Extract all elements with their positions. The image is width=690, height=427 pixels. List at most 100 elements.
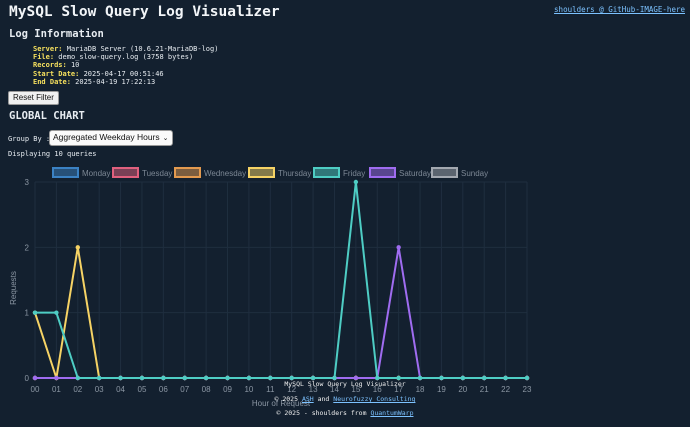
y-tick-label: 3 bbox=[25, 178, 30, 187]
x-tick-label: 01 bbox=[52, 385, 61, 394]
data-point bbox=[289, 375, 294, 381]
x-tick-label: 00 bbox=[31, 385, 40, 394]
info-label: End Date: bbox=[33, 77, 71, 86]
data-point bbox=[268, 375, 273, 381]
x-tick-label: 16 bbox=[373, 385, 382, 394]
footer-credits: © 2025 ASH and Neurofuzzy Consulting bbox=[0, 395, 690, 403]
x-tick-label: 14 bbox=[330, 385, 339, 394]
x-tick-label: 13 bbox=[309, 385, 318, 394]
legend-swatch bbox=[431, 167, 458, 178]
x-tick-label: 08 bbox=[202, 385, 211, 394]
data-point bbox=[396, 245, 401, 250]
data-point bbox=[32, 375, 38, 381]
x-tick-label: 17 bbox=[394, 385, 403, 394]
legend-swatch bbox=[369, 167, 396, 178]
legend-item-tuesday[interactable]: Tuesday bbox=[112, 167, 172, 178]
footer-and: and bbox=[317, 395, 330, 403]
chart-legend[interactable]: Monday Tuesday Wednesday Thursday Friday Satu… bbox=[52, 167, 488, 178]
legend-label: Friday bbox=[343, 169, 365, 178]
legend-item-thursday[interactable]: Thursday bbox=[248, 167, 311, 178]
data-point bbox=[524, 375, 530, 381]
series-line-friday bbox=[35, 181, 527, 379]
legend-item-saturday[interactable]: Saturday bbox=[369, 167, 431, 178]
data-point bbox=[54, 375, 59, 381]
info-value: 2025-04-17 00:51:46 bbox=[83, 69, 164, 78]
x-tick-label: 19 bbox=[437, 385, 446, 394]
data-point bbox=[246, 375, 252, 381]
global-chart-heading: GLOBAL CHART bbox=[9, 110, 85, 122]
data-point bbox=[332, 375, 337, 381]
data-point bbox=[396, 375, 401, 381]
info-label: Start Date: bbox=[33, 69, 80, 78]
y-axis-label: Requests bbox=[9, 271, 18, 305]
x-axis-label: Hour of Request bbox=[252, 399, 311, 408]
data-point bbox=[375, 375, 380, 381]
legend-swatch bbox=[112, 167, 139, 178]
legend-item-friday[interactable]: Friday bbox=[313, 167, 365, 178]
legend-swatch bbox=[313, 167, 340, 178]
info-row-end-date: End Date: 2025-04-19 17:22:13 bbox=[33, 78, 155, 86]
legend-item-monday[interactable]: Monday bbox=[52, 167, 110, 178]
info-label: Records: bbox=[33, 61, 67, 70]
data-point bbox=[96, 375, 102, 381]
reset-filter-button[interactable]: Reset Filter bbox=[8, 91, 59, 105]
github-link[interactable]: shoulders @ GitHub-IMAGE-here bbox=[554, 5, 685, 14]
data-point bbox=[439, 375, 444, 381]
neurofuzzy-link[interactable]: Neurofuzzy Consulting bbox=[333, 395, 416, 403]
data-point bbox=[75, 245, 80, 250]
hourly-requests-chart: 00 01 02 03 04 05 06 07 08 09 10 11 12 13 14 15 16 17 18 19… bbox=[9, 167, 532, 408]
data-point bbox=[161, 375, 166, 381]
data-point bbox=[225, 375, 230, 381]
chart-grid bbox=[34, 181, 528, 379]
legend-label: Thursday bbox=[278, 169, 311, 178]
chevron-down-icon: ⌄ bbox=[162, 135, 169, 142]
data-point bbox=[310, 375, 316, 381]
group-by-selected-value: Aggregated Weekday Hours bbox=[53, 132, 160, 142]
app-title: MySQL Slow Query Log Visualizer bbox=[9, 4, 280, 20]
data-point bbox=[32, 310, 38, 315]
x-tick-label: 23 bbox=[523, 385, 532, 394]
data-point bbox=[482, 375, 487, 381]
ash-link[interactable]: ASH bbox=[301, 395, 314, 403]
info-row-start-date: Start Date: 2025-04-17 00:51:46 bbox=[33, 70, 164, 78]
info-label: File: bbox=[33, 53, 55, 62]
x-tick-label: 20 bbox=[458, 385, 467, 394]
group-by-select[interactable]: Aggregated Weekday Hours ⌄ bbox=[49, 130, 173, 146]
x-tick-label: 07 bbox=[180, 385, 189, 394]
x-tick-label: 10 bbox=[244, 385, 253, 394]
data-point bbox=[54, 310, 59, 315]
info-row-server: Server: MariaDB Server (10.6.21-MariaDB-… bbox=[33, 45, 218, 53]
legend-label: Saturday bbox=[399, 169, 431, 178]
info-row-file: File: demo_slow-query.log (3758 bytes) bbox=[33, 53, 193, 61]
x-tick-label: 15 bbox=[351, 385, 360, 394]
legend-item-sunday[interactable]: Sunday bbox=[431, 167, 488, 178]
info-value: MariaDB Server (10.6.21-MariaDB-log) bbox=[66, 45, 219, 53]
x-tick-label: 12 bbox=[287, 385, 296, 394]
y-tick-label: 1 bbox=[25, 309, 30, 318]
info-value: 10 bbox=[70, 61, 80, 70]
data-point bbox=[417, 375, 423, 381]
x-tick-label: 06 bbox=[159, 385, 168, 394]
query-count-text: Displaying 10 queries bbox=[8, 150, 97, 158]
legend-swatch bbox=[174, 167, 201, 178]
y-tick-label: 2 bbox=[25, 243, 30, 252]
x-tick-label: 18 bbox=[416, 385, 425, 394]
legend-label: Sunday bbox=[461, 169, 488, 178]
legend-swatch bbox=[248, 167, 275, 178]
data-point bbox=[118, 375, 123, 381]
x-tick-label: 03 bbox=[95, 385, 104, 394]
data-point bbox=[503, 375, 508, 381]
log-info-heading: Log Information bbox=[9, 28, 104, 40]
legend-item-wednesday[interactable]: Wednesday bbox=[174, 167, 246, 178]
y-tick-label: 0 bbox=[25, 374, 30, 383]
info-value: demo_slow-query.log (3758 bytes) bbox=[58, 53, 194, 62]
x-tick-label: 04 bbox=[116, 385, 125, 394]
x-tick-label: 11 bbox=[266, 385, 275, 394]
data-point bbox=[75, 375, 80, 381]
legend-label: Monday bbox=[82, 169, 110, 178]
legend-label: Tuesday bbox=[142, 169, 172, 178]
chart-axes: 00 01 02 03 04 05 06 07 08 09 10 11 12 13 14 15 16 17 18 19… bbox=[25, 178, 532, 394]
data-point bbox=[353, 179, 359, 185]
quantumwarp-link[interactable]: QuantumWarp bbox=[370, 409, 414, 417]
footer-shoulders: © 2025 - shoulders from QuantumWarp bbox=[0, 409, 690, 417]
